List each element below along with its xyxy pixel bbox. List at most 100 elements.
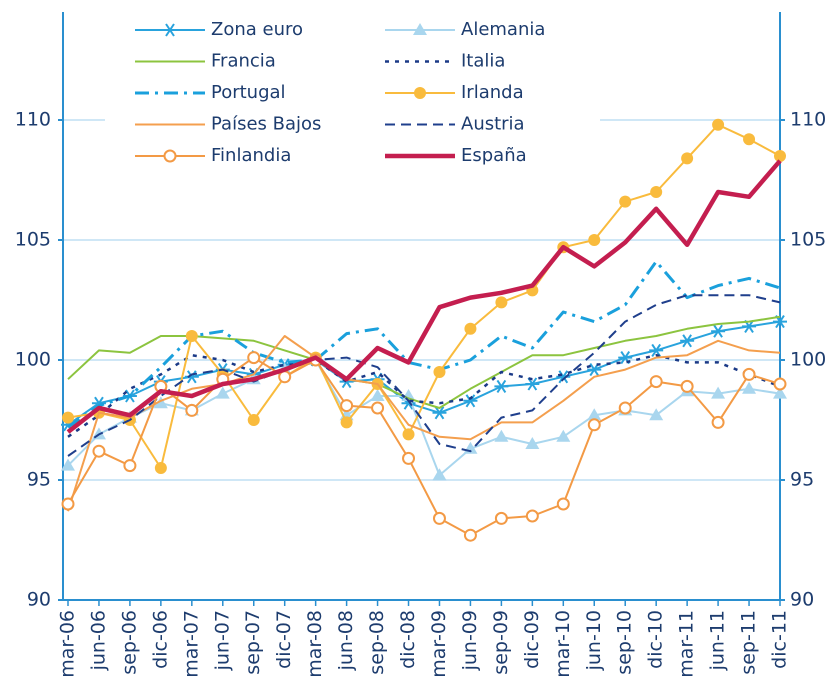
- x-tick-label: jun-11: [707, 610, 729, 671]
- y-tick-label: 95: [27, 469, 51, 491]
- marker: [650, 186, 663, 198]
- x-tick-label: jun-09: [459, 610, 481, 671]
- marker: [680, 379, 694, 393]
- marker: [247, 351, 261, 365]
- legend-label: España: [461, 145, 527, 166]
- marker: [525, 509, 539, 523]
- x-tick-label: jun-06: [87, 610, 109, 671]
- marker: [774, 150, 786, 162]
- x-tick-label: sep-07: [242, 610, 264, 675]
- legend-label: Italia: [461, 51, 505, 72]
- marker: [649, 375, 663, 389]
- y-tick-label: 100: [15, 349, 51, 371]
- marker: [525, 437, 540, 449]
- x-tick-label: jun-07: [211, 610, 233, 671]
- x-tick-label: sep-11: [738, 610, 760, 675]
- y-tick-label: 105: [15, 229, 51, 251]
- marker: [61, 458, 75, 471]
- marker: [494, 379, 509, 393]
- x-tick-label: mar-11: [676, 610, 698, 678]
- x-tick-label: sep-08: [366, 610, 388, 675]
- marker: [587, 418, 601, 432]
- marker: [680, 334, 695, 348]
- y2-tick-label: 105: [790, 229, 826, 251]
- x-tick-label: dic-06: [149, 610, 171, 669]
- marker: [711, 386, 726, 399]
- legend-label: Países Bajos: [211, 114, 321, 135]
- marker: [556, 370, 571, 384]
- legend-label: Austria: [461, 114, 525, 135]
- marker: [184, 370, 199, 384]
- x-tick-label: mar-06: [57, 610, 79, 678]
- marker: [432, 468, 447, 481]
- x-tick-label: mar-07: [180, 610, 202, 678]
- marker: [185, 330, 198, 342]
- marker: [123, 459, 137, 473]
- marker: [742, 367, 756, 381]
- x-tick-label: dic-08: [397, 610, 419, 669]
- marker: [432, 511, 446, 525]
- marker: [556, 429, 571, 442]
- x-tick-label: jun-10: [583, 610, 605, 671]
- legend-label: Alemania: [461, 19, 545, 40]
- marker: [215, 386, 230, 399]
- x-tick-label: mar-09: [428, 610, 450, 678]
- marker: [618, 401, 632, 415]
- marker: [463, 528, 477, 542]
- marker: [371, 401, 385, 415]
- marker: [340, 399, 354, 413]
- marker: [743, 133, 756, 146]
- marker: [413, 23, 427, 35]
- marker: [681, 152, 694, 165]
- x-tick-label: jun-08: [335, 610, 357, 671]
- marker: [402, 451, 416, 465]
- marker: [711, 415, 725, 429]
- marker: [433, 366, 446, 378]
- y2-tick-label: 95: [790, 469, 814, 491]
- marker: [494, 511, 508, 525]
- marker: [163, 23, 177, 37]
- x-tick-label: sep-09: [490, 610, 512, 675]
- marker: [587, 408, 602, 421]
- legend: Zona euro Alemania Francia Italia Portugal Ir…: [135, 19, 545, 166]
- marker: [525, 377, 540, 391]
- x-tick-label: mar-10: [552, 610, 574, 678]
- series-line: [66, 159, 782, 434]
- y2-tick-label: 110: [790, 109, 826, 131]
- x-tick-label: sep-06: [118, 610, 140, 675]
- marker: [432, 406, 447, 420]
- marker: [742, 381, 757, 394]
- x-tick-label: dic-09: [521, 610, 543, 669]
- marker: [712, 118, 725, 131]
- series-line: [67, 260, 781, 429]
- marker: [401, 389, 416, 401]
- marker: [247, 414, 260, 426]
- marker: [62, 411, 74, 424]
- legend-background: [105, 10, 600, 175]
- marker: [340, 416, 353, 429]
- marker: [163, 149, 177, 163]
- marker: [773, 386, 787, 399]
- legend-label: Finlandia: [211, 145, 291, 166]
- legend-label: Francia: [211, 51, 276, 72]
- marker: [494, 429, 509, 442]
- marker: [556, 497, 570, 511]
- marker: [185, 403, 199, 417]
- marker: [463, 394, 478, 408]
- x-tick-label: dic-11: [769, 610, 791, 669]
- marker: [61, 497, 75, 511]
- marker: [153, 396, 168, 409]
- x-tick-label: dic-07: [273, 610, 295, 669]
- plot-area: [61, 118, 787, 542]
- marker: [773, 377, 787, 391]
- marker: [154, 462, 167, 474]
- y2-tick-label: 100: [790, 349, 826, 371]
- legend-label: Zona euro: [211, 19, 303, 40]
- marker: [711, 324, 726, 338]
- y2-tick-label: 90: [790, 589, 814, 611]
- y-tick-label: 110: [15, 109, 51, 131]
- x-tick-label: sep-10: [614, 610, 636, 675]
- marker: [464, 322, 477, 335]
- marker: [649, 343, 664, 357]
